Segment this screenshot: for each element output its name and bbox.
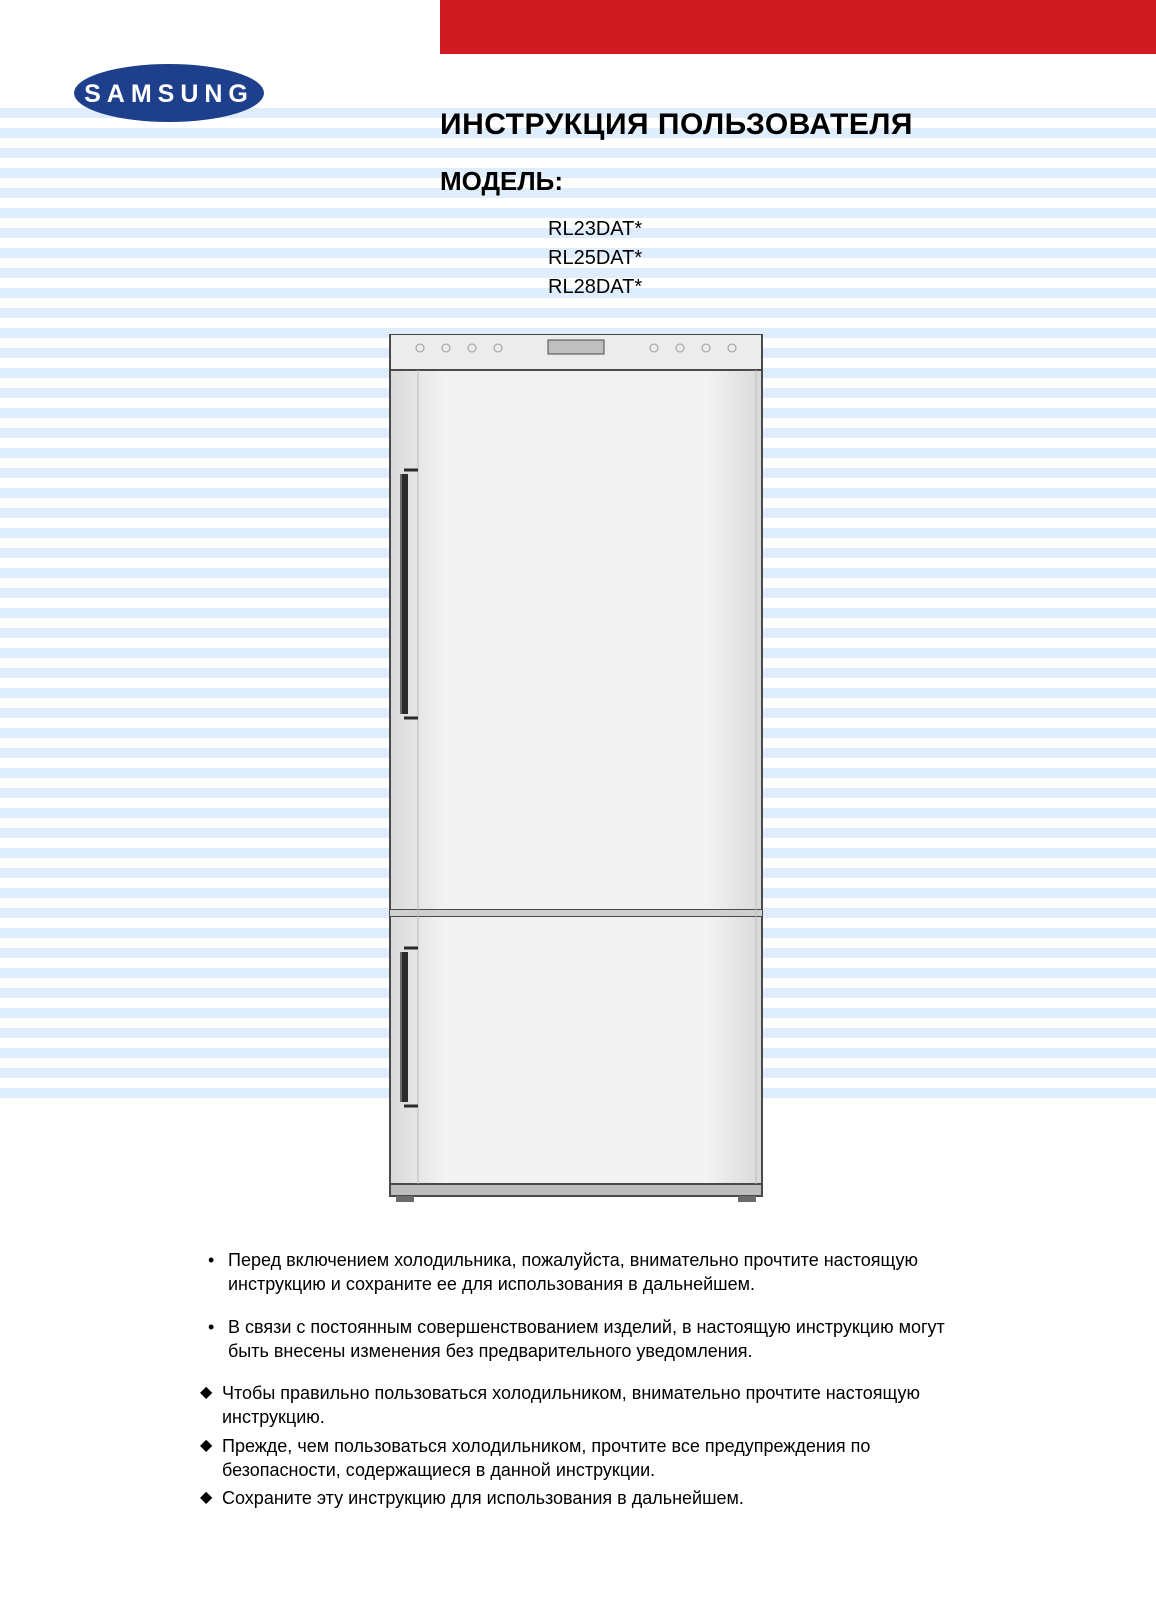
page-subtitle: МОДЕЛЬ: [440,166,563,197]
bullet-diamond-icon: ◆ [200,1434,222,1483]
note-diamond-item: ◆ Прежде, чем пользоваться холодильником… [200,1434,960,1483]
model-item: RL23DAT* [548,216,642,243]
samsung-logo: SAMSUNG [74,62,264,124]
model-item: RL25DAT* [548,245,642,272]
model-item: RL28DAT* [548,274,642,301]
note-diamond-item: ◆ Чтобы правильно пользоваться холодильн… [200,1381,960,1430]
notes-group-1: Перед включением холодильника, пожалуйст… [200,1248,960,1363]
notes-group-2: ◆ Чтобы правильно пользоваться холодильн… [200,1381,960,1510]
bullet-dot-icon [200,1248,222,1297]
note-text: В связи с постоянным совершенствованием … [222,1315,960,1364]
bullet-diamond-icon: ◆ [200,1381,222,1430]
note-bullet-item: В связи с постоянным совершенствованием … [200,1315,960,1364]
note-text: Перед включением холодильника, пожалуйст… [222,1248,960,1297]
notes-section: Перед включением холодильника, пожалуйст… [200,1248,960,1515]
header-red-block [440,0,1156,54]
bullet-dot-icon [200,1315,222,1364]
fridge-illustration [378,334,774,1202]
note-text: Прежде, чем пользоваться холодильником, … [222,1434,960,1483]
note-text: Чтобы правильно пользоваться холодильник… [222,1381,960,1430]
model-list: RL23DAT* RL25DAT* RL28DAT* [548,216,642,303]
bullet-diamond-icon: ◆ [200,1486,222,1510]
note-text: Сохраните эту инструкцию для использован… [222,1486,744,1510]
logo-text: SAMSUNG [84,80,254,108]
note-diamond-item: ◆ Сохраните эту инструкцию для использов… [200,1486,960,1510]
page-title: ИНСТРУКЦИЯ ПОЛЬЗОВАТЕЛЯ [440,108,913,142]
note-bullet-item: Перед включением холодильника, пожалуйст… [200,1248,960,1297]
